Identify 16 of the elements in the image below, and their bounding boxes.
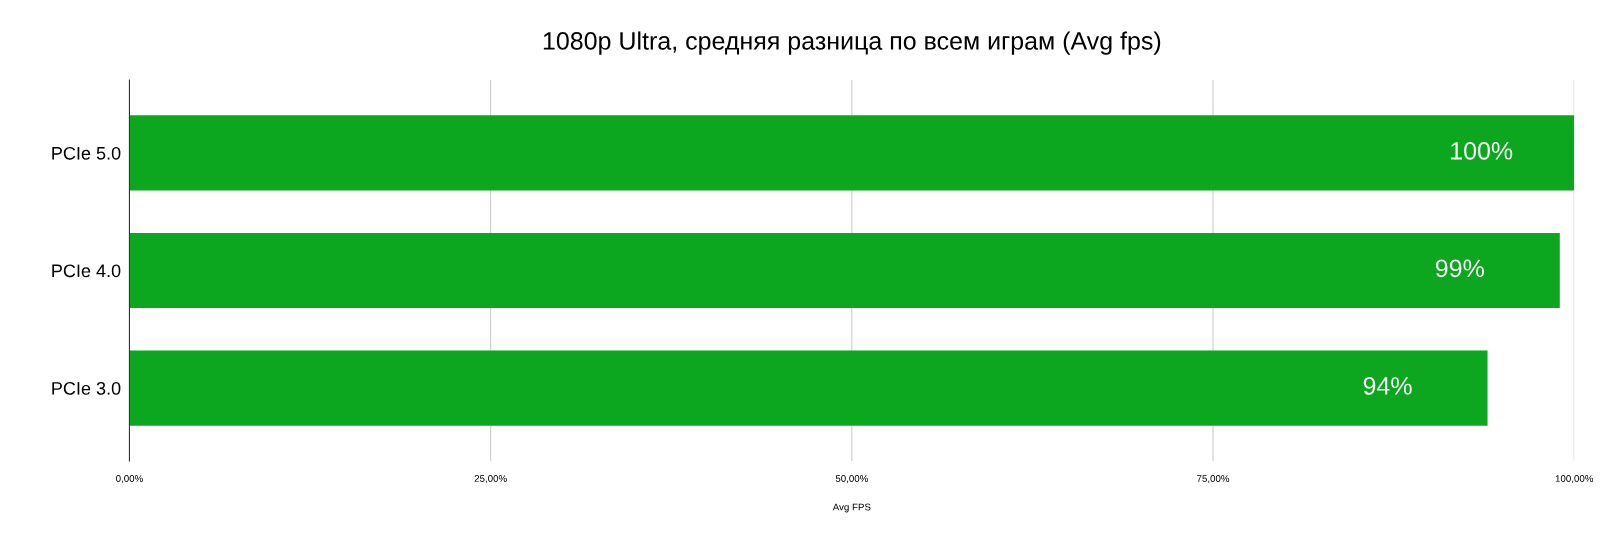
x-tick-label: 25,00% — [474, 475, 507, 484]
data-label: 94% — [1363, 377, 1412, 395]
x-tick-label: 75,00% — [1197, 475, 1230, 484]
x-tick-label: 0,00% — [116, 475, 143, 484]
y-tick-label: PCIe 3.0 — [52, 381, 121, 395]
x-axis-title: Avg FPS — [832, 503, 871, 513]
y-tick-label: PCIe 5.0 — [52, 146, 121, 160]
x-tick-label: 50,00% — [835, 475, 868, 484]
bar — [129, 232, 1560, 309]
bar — [129, 115, 1575, 191]
data-label: 100% — [1451, 141, 1513, 160]
y-tick-label: PCIe 4.0 — [52, 264, 121, 278]
x-tick-label: 100,00% — [1555, 475, 1594, 484]
data-label: 99% — [1435, 259, 1484, 278]
bar — [129, 350, 1488, 426]
chart-title: 1080p Ultra, средняя разница по всем играм (Avg fps) — [543, 31, 1161, 55]
